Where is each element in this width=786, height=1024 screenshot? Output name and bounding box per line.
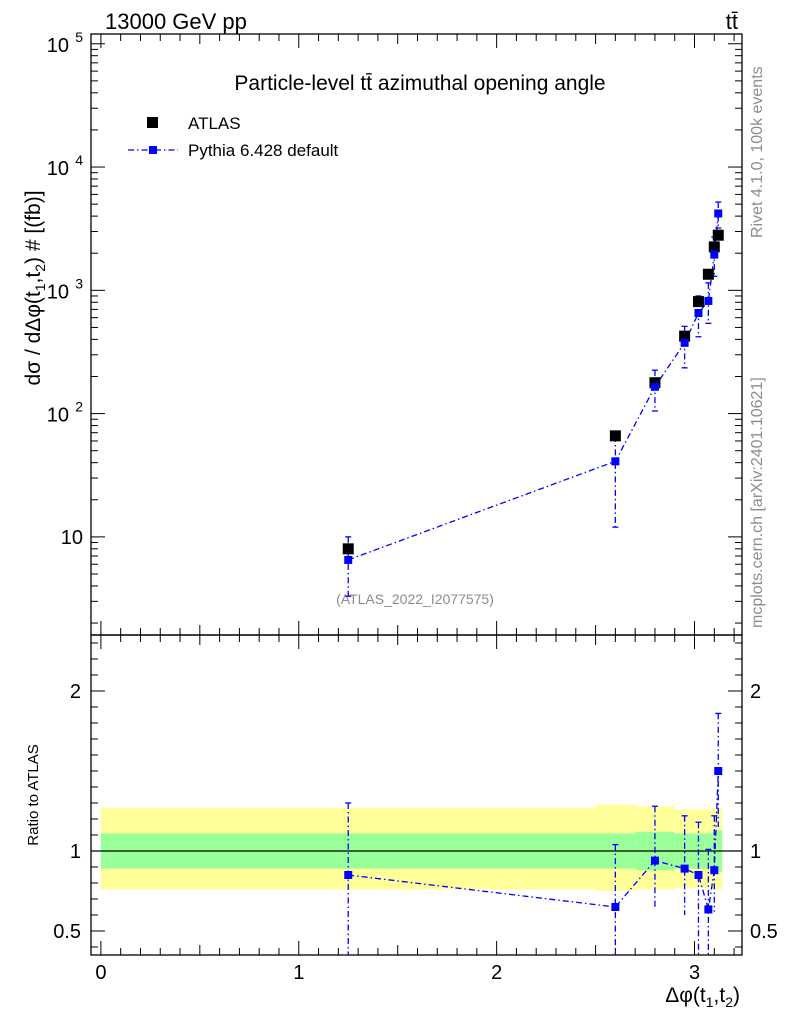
mcplots-label: mcplots.cern.ch [arXiv:2401.10621]: [749, 377, 766, 628]
mc-data-point: [650, 382, 659, 391]
ratio-panel: 0.5 0.5 1 1 2 2 0 1 2 3 Ratio to ATLAS Δφ(t1,t2): [25, 634, 778, 1010]
mc-data-point: [714, 209, 723, 218]
main-y-tick-label: 10: [61, 527, 83, 549]
x-axis-label: Δφ(t1,t2): [665, 984, 740, 1010]
ratio-y-tick-label-right: 1: [750, 841, 761, 863]
main-axis-ticks: 10 10 2 10 3 10 4 10 5: [47, 29, 742, 635]
ratio-series-line: [348, 770, 719, 910]
x-tick-label: 0: [95, 962, 106, 984]
ratio-data-point: [694, 871, 703, 879]
legend-pythia-label: Pythia 6.428 default: [188, 141, 339, 160]
process-label: tt̄: [726, 9, 738, 34]
atlas-data-point: [702, 268, 714, 280]
atlas-data-point: [708, 241, 720, 253]
ratio-uncertainty-bands: [91, 804, 742, 891]
ratio-y-tick-label-left: 0.5: [53, 921, 81, 943]
legend: ATLAS Pythia 6.428 default: [128, 114, 339, 160]
ratio-y-tick-label-right: 2: [750, 681, 761, 703]
ratio-data-point: [344, 871, 353, 879]
atlas-data-point: [609, 430, 621, 442]
chart-title: Particle-level tt̄ azimuthal opening ang…: [234, 72, 605, 95]
ratio-plot-frame: [90, 634, 743, 956]
ratio-y-tick-label-right: 0.5: [750, 921, 778, 943]
ratio-data-point: [710, 866, 719, 875]
mc-series-line: [347, 213, 719, 561]
atlas-data-point: [692, 296, 704, 308]
main-series: [342, 201, 724, 597]
mc-data-point: [694, 308, 703, 317]
mc-data-point: [611, 457, 620, 466]
x-tick-label: 1: [293, 962, 304, 984]
atlas-data-point: [342, 543, 354, 555]
analysis-watermark: (ATLAS_2022_I2077575): [336, 591, 494, 607]
ratio-y-axis-label: Ratio to ATLAS: [25, 744, 42, 845]
x-tick-label: 3: [689, 962, 700, 984]
main-y-tick-label: 10: [47, 405, 69, 427]
atlas-data-point: [649, 377, 661, 389]
legend-atlas-marker: [147, 117, 158, 128]
mc-data-point: [680, 338, 689, 347]
main-y-tick-label: 10: [47, 35, 69, 57]
ratio-axis-ticks: 0.5 0.5 1 1 2 2 0 1 2 3: [53, 635, 778, 984]
ratio-data-point: [714, 767, 723, 775]
main-panel: Particle-level tt̄ azimuthal opening ang…: [22, 29, 743, 636]
energy-label: 13000 GeV pp: [105, 9, 247, 34]
legend-atlas-label: ATLAS: [188, 114, 241, 133]
x-tick-label: 2: [491, 962, 502, 984]
main-y-tick-exponent: 4: [75, 152, 83, 168]
main-y-tick-exponent: 3: [75, 275, 83, 291]
main-y-axis-label: dσ / dΔφ(t1,t2) # [(fb)]: [22, 190, 48, 385]
main-y-tick-label: 10: [47, 281, 69, 303]
legend-pythia-marker: [149, 146, 157, 154]
main-y-tick-exponent: 5: [75, 29, 83, 45]
mc-data-point: [344, 555, 353, 564]
ratio-data-point: [704, 905, 713, 914]
ratio-y-tick-label-left: 2: [70, 681, 81, 703]
atlas-data-point: [679, 330, 691, 342]
ratio-y-tick-label-left: 1: [70, 841, 81, 863]
ratio-data-point: [650, 856, 659, 865]
mc-data-point: [704, 296, 713, 305]
main-y-tick-exponent: 2: [75, 399, 83, 415]
ratio-data-point: [611, 903, 620, 911]
rivet-label: Rivet 4.1.0, 100k events: [749, 66, 766, 238]
ratio-series: [344, 712, 723, 955]
main-y-tick-label: 10: [47, 158, 69, 180]
ratio-data-point: [680, 864, 689, 873]
mc-data-point: [710, 250, 719, 259]
atlas-data-point: [712, 229, 724, 241]
